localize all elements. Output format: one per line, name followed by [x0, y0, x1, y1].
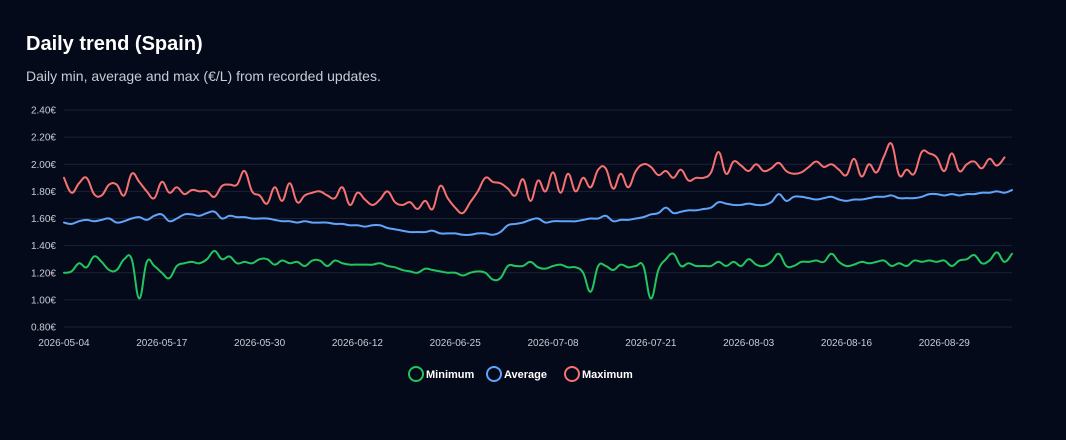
series-lines	[63, 142, 1013, 300]
y-tick-label: 2.00€	[31, 160, 56, 171]
legend-label-maximum: Maximum	[582, 369, 633, 381]
y-tick-label: 0.80€	[31, 323, 56, 334]
x-tick-label: 2026-05-30	[234, 338, 286, 349]
legend-label-minimum: Minimum	[426, 369, 474, 381]
x-tick-label: 2026-07-21	[625, 338, 677, 349]
series-line-maximum	[63, 142, 1006, 215]
y-tick-label: 1.80€	[31, 187, 56, 198]
x-tick-label: 2026-08-16	[821, 338, 873, 349]
grid-lines	[64, 109, 1012, 328]
y-axis-tick-labels: 2.40€ 2.20€ 2.00€ 1.80€ 1.60€ 1.40€ 1.20€ 1.00€…	[31, 106, 56, 334]
x-tick-label: 2026-05-04	[38, 338, 90, 349]
series-line-average	[63, 189, 1013, 236]
chart-title: Daily trend (Spain)	[26, 33, 203, 55]
legend-label-average: Average	[504, 369, 547, 381]
x-tick-label: 2026-08-29	[919, 338, 971, 349]
y-tick-label: 1.00€	[31, 295, 56, 306]
x-tick-label: 2026-06-25	[430, 338, 482, 349]
legend-marker-minimum	[408, 366, 424, 382]
legend-marker-average	[486, 366, 502, 382]
y-tick-label: 2.20€	[31, 133, 56, 144]
x-axis-tick-labels: 2026-05-04 2026-05-17 2026-05-30 2026-06-12…	[38, 338, 970, 349]
legend-marker-maximum	[564, 366, 580, 382]
y-tick-label: 1.60€	[31, 214, 56, 225]
x-tick-label: 2026-07-08	[527, 338, 579, 349]
y-tick-label: 2.40€	[31, 106, 56, 117]
chart-subtitle: Daily min, average and max (€/L) from re…	[26, 68, 381, 84]
y-tick-label: 1.20€	[31, 268, 56, 279]
x-tick-label: 2026-06-12	[332, 338, 384, 349]
x-tick-label: 2026-08-03	[723, 338, 775, 349]
x-tick-label: 2026-05-17	[136, 338, 188, 349]
legend: Minimum Average Maximum	[408, 366, 633, 382]
series-line-minimum	[63, 250, 1013, 300]
y-tick-label: 1.40€	[31, 241, 56, 252]
